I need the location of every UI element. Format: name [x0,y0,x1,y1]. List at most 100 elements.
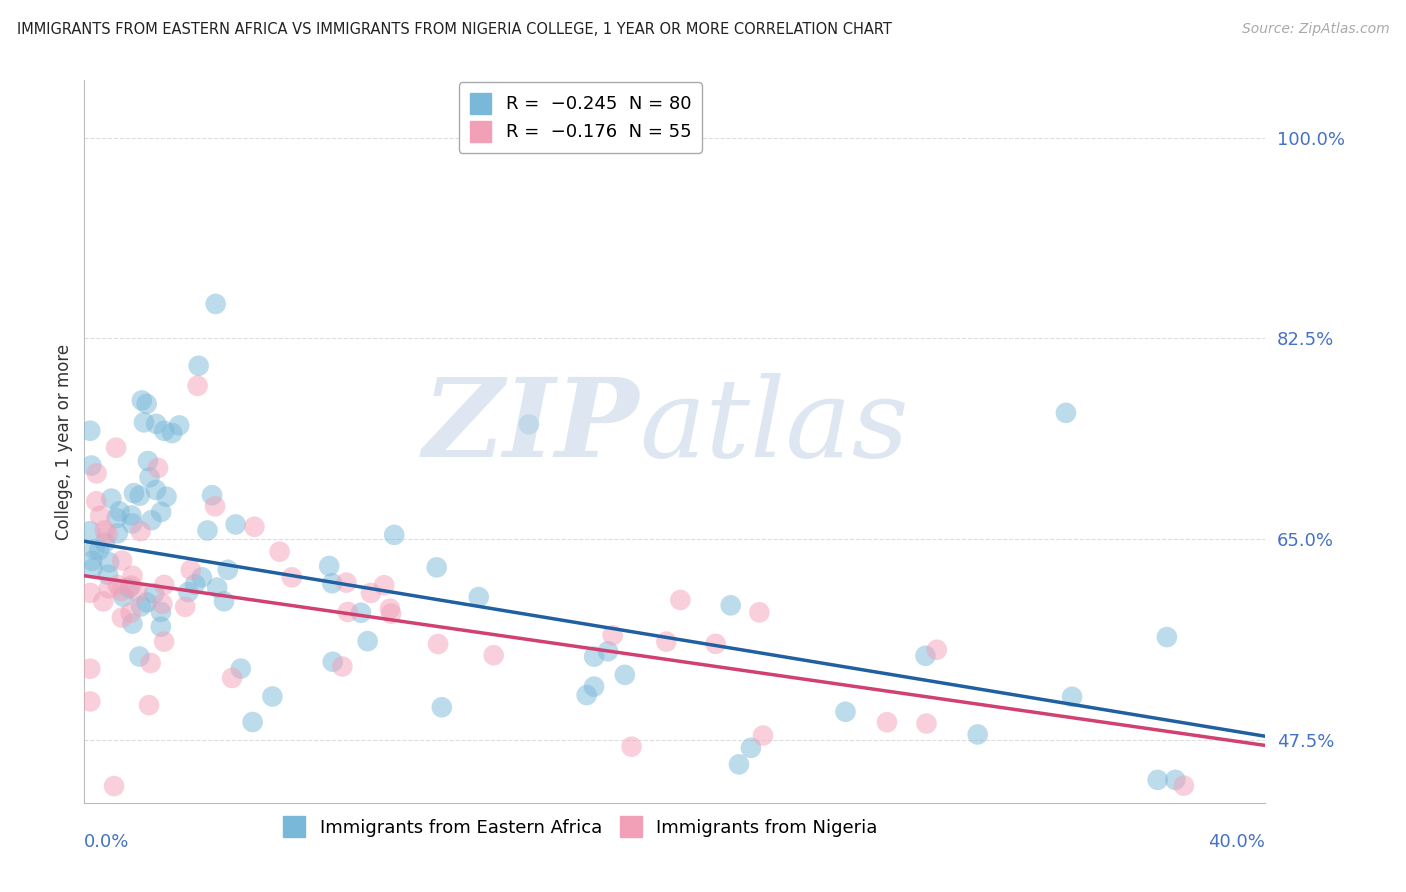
Point [79,424,101,438]
Point [655,634,678,648]
Point [103,779,125,793]
Point [382,528,405,542]
Point [728,757,751,772]
Point [360,586,382,600]
Point [97,582,120,596]
Point [373,578,395,592]
Point [740,740,762,755]
Point [80,458,103,473]
Point [380,607,402,621]
Point [79,662,101,676]
Point [229,662,252,676]
Point [150,597,173,611]
Point [350,606,373,620]
Point [262,690,284,704]
Point [94,536,117,550]
Point [132,415,155,429]
Point [330,659,353,673]
Point [138,698,160,712]
Point [204,500,226,514]
Point [669,593,692,607]
Point [146,461,169,475]
Point [138,470,160,484]
Point [121,616,143,631]
Point [121,516,143,531]
Point [135,397,157,411]
Point [107,578,129,592]
Point [1146,772,1168,787]
Point [143,586,166,600]
Point [467,590,489,604]
Point [834,705,856,719]
Point [153,424,176,438]
Point [98,555,121,569]
Text: Source: ZipAtlas.com: Source: ZipAtlas.com [1241,22,1389,37]
Point [129,524,152,538]
Point [378,601,401,615]
Point [129,599,152,614]
Point [139,656,162,670]
Point [149,605,172,619]
Point [108,504,131,518]
Point [145,417,167,431]
Point [111,553,134,567]
Point [426,560,449,574]
Point [153,634,176,648]
Point [79,586,101,600]
Point [191,570,214,584]
Point [180,563,202,577]
Point [720,599,742,613]
Point [876,715,898,730]
Point [1060,690,1083,704]
Point [583,649,606,664]
Point [966,727,988,741]
Point [96,527,118,541]
Point [177,585,200,599]
Point [212,594,235,608]
Point [205,581,228,595]
Legend: Immigrants from Eastern Africa, Immigrants from Nigeria: Immigrants from Eastern Africa, Immigran… [276,809,884,845]
Point [1156,630,1178,644]
Point [120,578,142,592]
Point [112,590,135,604]
Point [915,716,938,731]
Point [1054,406,1077,420]
Point [318,559,340,574]
Point [704,637,727,651]
Point [82,561,104,575]
Point [131,393,153,408]
Point [335,575,357,590]
Point [160,426,183,441]
Point [1164,772,1187,787]
Point [122,486,145,500]
Text: IMMIGRANTS FROM EASTERN AFRICA VS IMMIGRANTS FROM NIGERIA COLLEGE, 1 YEAR OR MOR: IMMIGRANTS FROM EASTERN AFRICA VS IMMIGR… [17,22,891,37]
Point [174,599,197,614]
Point [204,297,226,311]
Point [242,714,264,729]
Point [613,668,636,682]
Text: ZIP: ZIP [423,374,640,481]
Point [197,524,219,538]
Point [167,418,190,433]
Point [118,581,141,595]
Point [221,671,243,685]
Y-axis label: College, 1 year or more: College, 1 year or more [55,343,73,540]
Point [149,620,172,634]
Point [201,488,224,502]
Point [596,644,619,658]
Point [184,577,207,591]
Point [86,467,108,481]
Point [427,637,450,651]
Point [583,680,606,694]
Point [128,489,150,503]
Text: atlas: atlas [640,374,910,481]
Point [281,570,304,584]
Point [517,417,540,432]
Point [482,648,505,663]
Point [225,517,247,532]
Point [111,610,134,624]
Point [322,655,344,669]
Point [91,594,114,608]
Point [925,642,948,657]
Point [321,576,343,591]
